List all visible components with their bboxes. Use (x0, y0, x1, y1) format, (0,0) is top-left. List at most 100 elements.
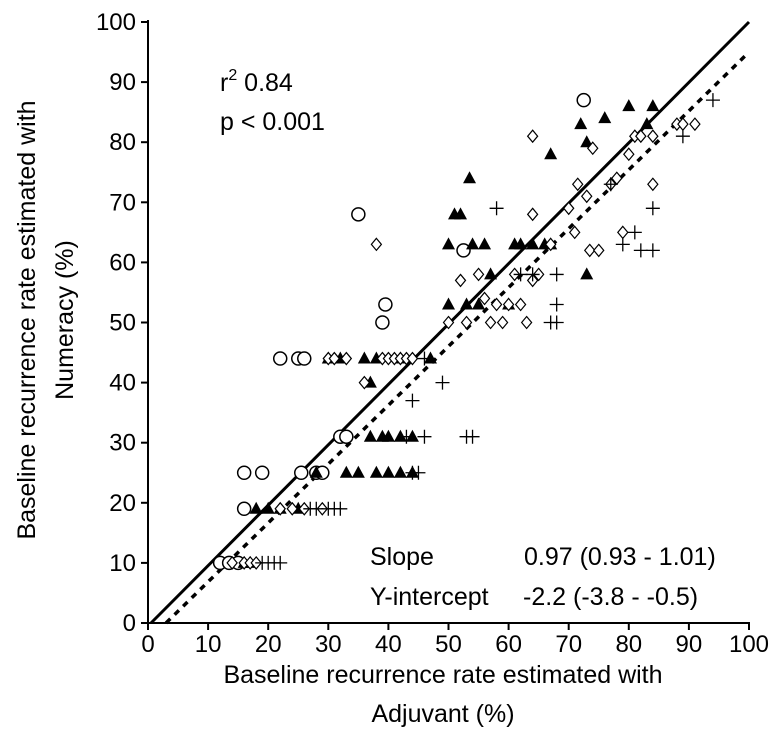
triangle-point (357, 351, 371, 364)
diamond-point (406, 351, 419, 366)
circle-point (351, 207, 366, 222)
triangle-point (351, 465, 365, 478)
plus-point (603, 177, 618, 192)
diamond-point (571, 177, 584, 192)
plus-point (549, 297, 564, 312)
circle-point (576, 92, 591, 108)
diamond-point (454, 273, 467, 288)
x-tick-label: 80 (615, 631, 642, 658)
diamond-point (583, 243, 596, 258)
triangle-point (478, 237, 492, 250)
diamond-point (568, 225, 581, 240)
plus-point (399, 429, 414, 444)
circle-point (272, 351, 288, 366)
circle-point (294, 465, 309, 480)
triangle-point (466, 237, 480, 250)
data-points (212, 92, 720, 571)
x-axis-title-line2: Adjuvant (%) (371, 700, 514, 728)
slope-label: Slope (370, 543, 434, 571)
circle-point (378, 297, 393, 312)
plus-point (705, 93, 720, 108)
triangle-point (640, 117, 654, 130)
triangle-point (363, 429, 377, 442)
triangle-point (405, 429, 419, 442)
triangle-point (598, 111, 612, 124)
x-tick-label: 20 (255, 631, 282, 658)
diamond-point (647, 177, 659, 192)
triangle-point (261, 501, 275, 514)
y-tick-label: 30 (109, 430, 136, 457)
triangle-point (580, 267, 594, 280)
triangle-point (423, 351, 437, 364)
plus-point (513, 267, 528, 282)
diamond-point (484, 315, 497, 330)
x-tick-label: 90 (676, 631, 703, 658)
y-tick-label: 50 (109, 310, 136, 337)
x-tick-label: 0 (141, 631, 154, 658)
plus-point (645, 201, 660, 216)
p-value-annotation: p < 0.001 (220, 108, 325, 136)
circle-point (375, 315, 390, 330)
diamond-point (274, 501, 287, 516)
diamond-point (647, 129, 659, 144)
plus-point (525, 267, 540, 282)
x-tick-label: 40 (375, 631, 402, 658)
triangle-point (622, 99, 636, 112)
triangle-point (580, 135, 594, 148)
diamond-point (328, 351, 341, 366)
x-tick-label: 70 (555, 631, 582, 658)
plus-point (333, 501, 348, 516)
y-tick-label: 80 (109, 129, 136, 156)
x-tick-label: 100 (729, 631, 769, 658)
diamond-point (502, 297, 515, 312)
triangle-point (463, 171, 477, 184)
intercept-label: Y-intercept (370, 583, 489, 611)
diamond-point (617, 225, 629, 240)
diamond-point (526, 207, 539, 222)
diamond-point (496, 315, 509, 330)
diamond-point (358, 375, 371, 390)
diamond-point (520, 315, 533, 330)
circle-point (456, 243, 471, 258)
triangle-point (249, 501, 263, 514)
triangle-point (544, 147, 558, 160)
triangle-point (526, 237, 540, 250)
triangle-point (381, 429, 395, 442)
y-tick-label: 0 (123, 610, 136, 637)
circle-point (236, 501, 252, 517)
y-tick-label: 40 (109, 370, 136, 397)
y-tick-label: 20 (109, 490, 136, 517)
triangle-point (339, 465, 353, 478)
diamond-point (370, 237, 383, 252)
diamond-point (635, 129, 647, 144)
circle-point (297, 351, 312, 366)
diamond-point (514, 297, 527, 312)
diamond-point (592, 243, 605, 258)
diamond-point (580, 189, 593, 204)
circle-point (339, 429, 354, 444)
triangle-point (460, 297, 474, 310)
plus-point (489, 201, 504, 216)
axes: 0 10 20 30 40 50 60 70 80 90 100 0 10 20 30 40 50 60 70 80 9… (96, 9, 769, 658)
diamond-point (677, 117, 689, 132)
triangle-point (514, 237, 528, 250)
diamond-point (562, 201, 575, 216)
plus-point (273, 555, 288, 570)
plus-point (615, 237, 630, 252)
diamond-point (286, 501, 299, 516)
plus-point (549, 315, 564, 330)
diamond-point (544, 237, 557, 252)
y-axis-title-line2: Numeracy (%) (51, 240, 79, 400)
diamond-point (472, 267, 485, 282)
triangle-point (381, 465, 395, 478)
plus-point (405, 393, 420, 408)
diamond-point (340, 351, 353, 366)
triangle-point (472, 297, 486, 310)
triangle-point (484, 267, 498, 280)
regression-line (164, 50, 751, 625)
diamond-point (490, 297, 503, 312)
y-tick-label: 70 (109, 189, 136, 216)
x-axis-title-line1: Baseline recurrence rate estimated with (223, 661, 662, 689)
diamond-point (442, 315, 455, 330)
x-tick-label: 60 (495, 631, 522, 658)
